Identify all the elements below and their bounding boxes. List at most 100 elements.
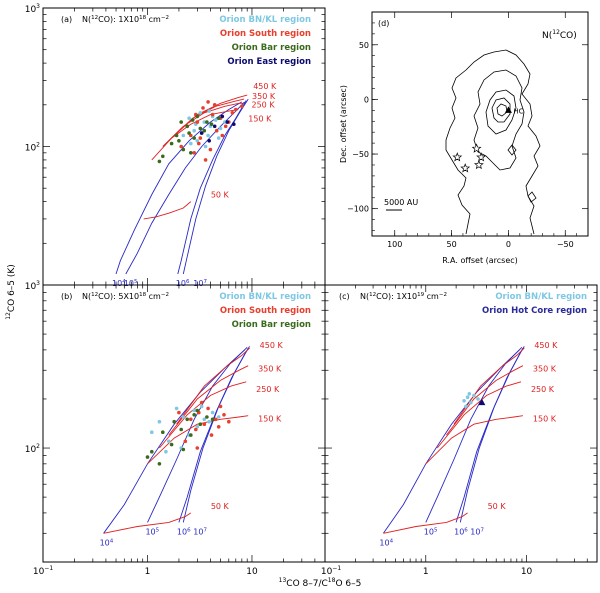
x-tick-label: 1 <box>423 567 429 577</box>
x-axis-label: 13CO 8–7/C18O 6–5 <box>279 577 362 589</box>
data-point <box>202 417 207 422</box>
data-point <box>472 393 476 398</box>
panel-a-ticks: 103 102 103 <box>25 3 326 292</box>
data-point <box>195 446 200 450</box>
density-label: 105 <box>424 527 438 536</box>
panel-a-label: (a) <box>61 15 72 24</box>
density-curve-3 <box>182 347 249 523</box>
star-marker <box>452 152 463 162</box>
density-label: 106 <box>177 527 191 536</box>
data-point <box>206 133 210 138</box>
y-tick-label: −50 <box>352 150 369 159</box>
panel-d: 100 50 0 −50 50 0 −50 −100 (d) N(12CO) HC 5000 … <box>339 11 589 265</box>
data-point <box>185 417 189 422</box>
panel-d-stars <box>452 143 487 173</box>
data-point <box>174 133 179 138</box>
panel-c-ticks: 1 10 10−1 <box>321 284 598 577</box>
data-point <box>469 400 473 405</box>
contour-3 <box>485 89 517 135</box>
data-point <box>150 449 154 454</box>
data-point <box>179 144 183 149</box>
panel-a-column-label: N(12CO): 1X1018 cm−2 <box>82 15 169 24</box>
tick-label: 103 <box>25 280 40 292</box>
panel-b-data-points <box>145 400 231 466</box>
data-point <box>157 419 162 424</box>
temperature-curve-1 <box>147 415 249 465</box>
panel-c-model-grid <box>383 346 525 534</box>
panel-c-label: (c) <box>339 292 350 301</box>
data-point <box>198 136 203 140</box>
data-point <box>167 439 171 444</box>
y-tick-label: −100 <box>347 205 369 214</box>
hot-core-marker <box>504 106 512 113</box>
data-point <box>227 419 231 424</box>
data-point <box>199 131 204 135</box>
data-point <box>189 417 193 422</box>
star-marker <box>473 159 484 170</box>
data-point <box>199 404 204 409</box>
data-point <box>195 139 200 143</box>
data-point <box>212 124 217 129</box>
panel-b-label: (b) <box>61 292 72 301</box>
panel-d-label: (d) <box>378 19 389 28</box>
panel-c-frame <box>324 284 598 563</box>
temperature-label: 50 K <box>488 502 507 511</box>
panel-b-temperature-labels: 450 K 350 K 250 K 150 K 50 K <box>211 341 284 511</box>
data-point <box>467 392 472 396</box>
temperature-label: 450 K <box>534 341 558 350</box>
data-point <box>161 430 165 435</box>
contour-2 <box>473 69 525 171</box>
data-point <box>232 122 236 126</box>
density-label: 107 <box>193 527 207 536</box>
data-point <box>181 415 186 419</box>
temperature-label: 450 K <box>253 82 277 91</box>
legend-entry: Orion BN/KL region <box>495 292 587 302</box>
temperature-curve-3 <box>446 365 524 436</box>
legend-entry: Orion South region <box>220 306 311 316</box>
temperature-curve-0 <box>143 201 192 220</box>
data-point <box>194 427 198 432</box>
data-point <box>189 141 193 146</box>
legend-entry: Orion Bar region <box>232 43 311 53</box>
temperature-curve-4 <box>453 347 525 425</box>
data-point <box>198 422 203 427</box>
data-point <box>192 408 196 413</box>
data-point <box>222 413 226 417</box>
contour-small-1 <box>507 144 517 156</box>
panel-c-column-label: N(12CO): 1X1019 cm−2 <box>360 292 447 301</box>
panel-d-contours <box>445 49 541 235</box>
data-point <box>195 120 200 124</box>
temperature-label: 250 K <box>252 100 276 109</box>
temperature-label: 450 K <box>260 341 284 350</box>
density-label: 107 <box>193 279 207 288</box>
density-label: 106 <box>176 279 190 288</box>
data-point <box>205 120 209 124</box>
data-point <box>240 104 244 109</box>
density-label: 104 <box>100 538 114 547</box>
panel-b-density-labels: 104 105 106 107 <box>100 527 208 547</box>
panel-c-legend: Orion BN/KL region Orion Hot Core region <box>482 292 587 316</box>
data-point <box>210 112 215 117</box>
data-point <box>198 126 203 131</box>
data-point <box>223 124 228 129</box>
data-point <box>195 425 200 429</box>
data-point <box>207 139 211 143</box>
panel-a-data-points <box>157 100 244 164</box>
data-point <box>174 406 179 411</box>
density-label: 104 <box>112 279 126 288</box>
data-point <box>202 120 207 124</box>
data-point <box>205 415 209 419</box>
data-point <box>179 427 183 432</box>
panel-d-ylabel: Dec. offset (arcsec) <box>339 85 348 163</box>
panel-c-density-labels: 104 105 106 107 <box>379 527 484 547</box>
temperature-curve-0 <box>103 512 192 534</box>
data-point <box>478 398 486 406</box>
panel-b: 102 10−1 1 10 (b) N(12CO): 5X1018 cm−2 Orio… <box>25 284 326 577</box>
density-label: 107 <box>470 527 484 536</box>
data-point <box>172 419 176 424</box>
temperature-curve-2 <box>159 381 247 449</box>
data-point <box>203 158 208 162</box>
data-point <box>169 141 174 146</box>
x-tick-label: 0 <box>506 240 511 249</box>
